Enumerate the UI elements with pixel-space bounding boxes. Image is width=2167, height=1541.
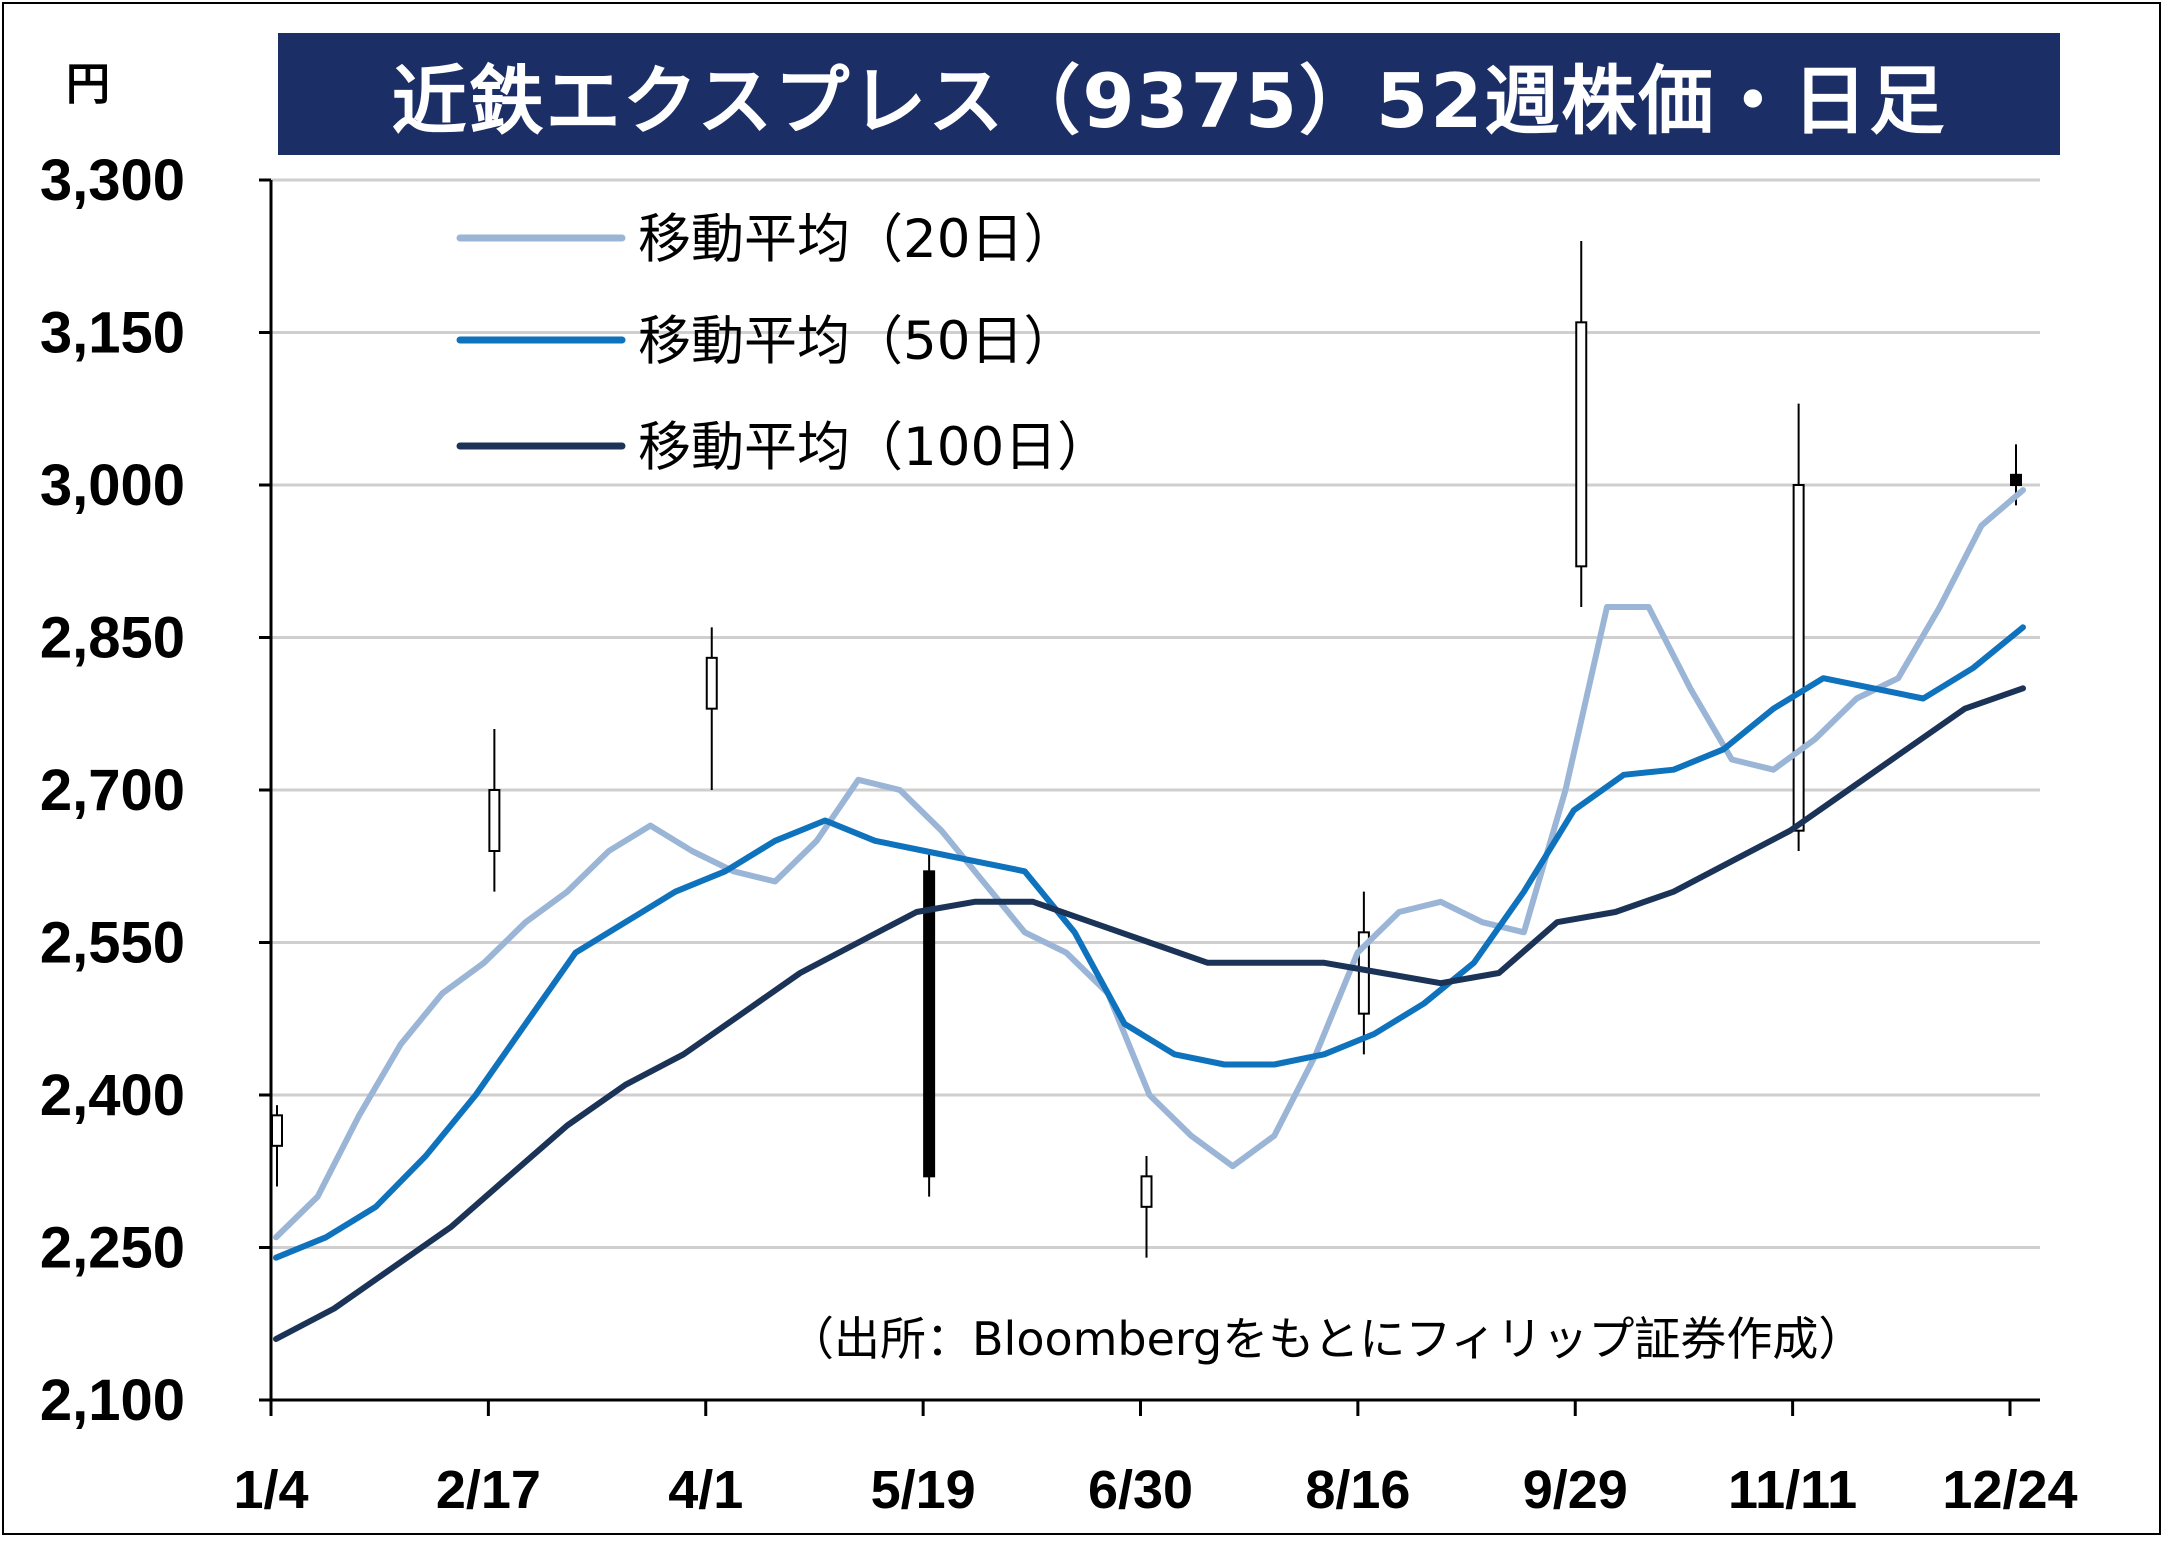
x-tick-label: 6/30 — [1088, 1460, 1193, 1520]
y-tick-label: 3,000 — [40, 453, 185, 518]
candle-body — [271, 1114, 283, 1147]
y-tick-label: 2,850 — [40, 606, 185, 671]
moving-average-lines — [273, 487, 2026, 1342]
candle-body — [1140, 1175, 1153, 1208]
source-note: （出所：Bloombergをもとにフィリップ証券作成） — [788, 1312, 1864, 1366]
candle-body — [705, 656, 718, 710]
candle-body — [923, 870, 936, 1178]
x-tick-label: 12/24 — [1942, 1460, 2077, 1520]
y-tick-label: 2,550 — [40, 911, 185, 976]
candle-body — [488, 789, 501, 852]
x-tick-label: 8/16 — [1305, 1460, 1410, 1520]
chart-title: 近鉄エクスプレス（9375）52週株価・日足 — [278, 33, 2060, 155]
y-tick-label: 2,400 — [40, 1063, 185, 1128]
legend: 移動平均（20日） 移動平均（50日） 移動平均（100日） — [456, 209, 1110, 478]
candle-body — [1575, 321, 1588, 568]
x-tick-label: 4/1 — [668, 1460, 743, 1520]
x-tick-label: 9/29 — [1523, 1460, 1628, 1520]
x-tick-label: 2/17 — [436, 1460, 541, 1520]
candle-body — [2010, 473, 2022, 487]
ma-line-1 — [273, 624, 2026, 1261]
x-tick-label: 11/11 — [1728, 1460, 1857, 1520]
x-tick-label: 5/19 — [871, 1460, 976, 1520]
ma-line-2 — [273, 685, 2026, 1342]
legend-label: 移動平均（20日） — [638, 209, 1076, 270]
y-tick-label: 3,300 — [40, 148, 185, 213]
y-tick-label: 2,100 — [40, 1368, 185, 1433]
ma-line-0 — [273, 487, 2026, 1241]
legend-label: 移動平均（50日） — [638, 311, 1076, 372]
legend-label: 移動平均（100日） — [638, 417, 1110, 478]
x-axis-ticks: 1/4 2/17 4/1 5/19 6/30 8/16 9/29 11/11 12/24 — [233, 1400, 2078, 1520]
candlestick-series — [271, 241, 2022, 1258]
y-axis-ticks: 2,100 2,250 2,400 2,550 2,700 2,850 3,000 3,150… — [40, 148, 271, 1433]
candle-body — [1792, 484, 1805, 832]
y-axis-unit: 円 — [66, 59, 110, 110]
y-tick-label: 2,250 — [40, 1216, 185, 1281]
y-tick-label: 3,150 — [40, 301, 185, 366]
x-tick-label: 1/4 — [233, 1460, 308, 1520]
y-tick-label: 2,700 — [40, 758, 185, 823]
